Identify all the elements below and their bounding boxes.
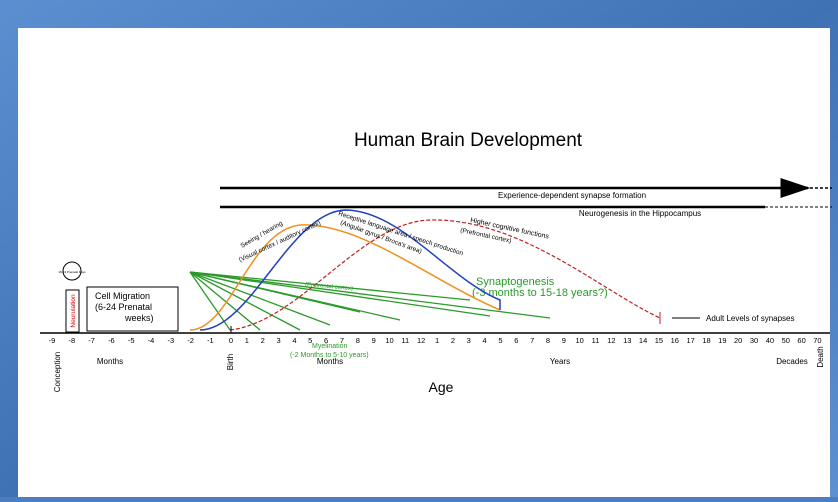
myelination-label: Myelination — [312, 343, 348, 350]
neurulation-box — [65, 289, 80, 333]
days-label: 18-24 Prenatal Days — [58, 270, 86, 274]
tick-label: 2 — [451, 336, 455, 345]
tick-label: -3 — [167, 336, 174, 345]
axis-label: Age — [429, 379, 454, 395]
tick-label: -2 — [187, 336, 194, 345]
tick-label: 10 — [385, 336, 393, 345]
seeing-curve — [189, 224, 501, 331]
tick-label: -7 — [88, 336, 95, 345]
tick-label: 20 — [734, 336, 742, 345]
experience-label: Experience-dependent synapse formation — [498, 191, 646, 200]
decades-label: Decades — [776, 357, 808, 366]
tick-label: 10 — [576, 336, 584, 345]
tick-label: 9 — [562, 336, 566, 345]
birth-label: Birth — [226, 354, 235, 370]
death-label: Death — [816, 346, 825, 367]
tick-label: 4 — [483, 336, 487, 345]
myelination-range: (-2 Months to 5-10 years) — [290, 352, 369, 359]
cognitive-curve — [229, 219, 661, 331]
days-circle — [62, 261, 82, 281]
tick-label: 70 — [813, 336, 821, 345]
tick-label: 30 — [750, 336, 758, 345]
tick-label: 5 — [308, 336, 312, 345]
cell-migration-box — [86, 286, 179, 332]
tick-label: -5 — [128, 336, 135, 345]
tick-label: 18 — [702, 336, 710, 345]
tick-label: 3 — [467, 336, 471, 345]
tick-label: 14 — [639, 336, 647, 345]
panel — [18, 28, 830, 497]
tick-label: 11 — [592, 336, 600, 345]
tick-label: 17 — [686, 336, 694, 345]
neurogenesis-label: Neurogenesis in the Hippocampus — [579, 209, 701, 218]
synaptogenesis-range: (-3 months to 15-18 years?) — [472, 287, 608, 299]
title: Human Brain Development — [354, 130, 583, 151]
synaptogenesis-label: Synaptogenesis — [476, 276, 555, 288]
tick-label: 40 — [766, 336, 774, 345]
tick-label: 50 — [782, 336, 790, 345]
conception-label: Conception — [53, 352, 62, 392]
tick-label: 12 — [417, 336, 425, 345]
tick-label: 7 — [340, 336, 344, 345]
tick-label: 6 — [514, 336, 518, 345]
cell-migration-label: weeks) — [124, 313, 154, 323]
tick-label: 13 — [623, 336, 631, 345]
adult-label: Adult Levels of synapses — [706, 314, 795, 323]
tick-label: 2 — [261, 336, 265, 345]
months-label: Months — [317, 357, 343, 366]
cell-migration-label: Cell Migration — [95, 291, 150, 301]
tick-label: 8 — [546, 336, 550, 345]
tick-label: 8 — [356, 336, 360, 345]
tick-label: 11 — [401, 336, 409, 345]
tick-label: -9 — [49, 336, 56, 345]
tick-label: 16 — [671, 336, 679, 345]
tick-label: 1 — [245, 336, 249, 345]
tick-label: 1 — [435, 336, 439, 345]
tick-label: -8 — [68, 336, 75, 345]
axis-ticks: -9 -8 -7 -6 -5 -4 -3 -2 -1 0 1 2 3 4 5 6 7 8 9 10 11 12 1 2 3 4 5 6… — [49, 336, 822, 345]
language-curve — [199, 209, 501, 331]
tick-label: 60 — [797, 336, 805, 345]
prefrontal-label: (Prefrontal cortex) — [305, 282, 353, 292]
tick-label: 4 — [292, 336, 296, 345]
tick-label: 6 — [324, 336, 328, 345]
months-label: Months — [97, 357, 123, 366]
years-label: Years — [550, 357, 570, 366]
tick-label: 15 — [655, 336, 663, 345]
tick-label: 3 — [276, 336, 280, 345]
tick-label: -1 — [207, 336, 214, 345]
tick-label: 5 — [498, 336, 502, 345]
tick-label: 19 — [718, 336, 726, 345]
tick-label: 12 — [607, 336, 615, 345]
tick-label: -6 — [108, 336, 115, 345]
neurulation-label: Neurulation — [70, 294, 77, 328]
tick-label: 9 — [372, 336, 376, 345]
tick-label: 0 — [229, 336, 233, 345]
cell-migration-label: (6-24 Prenatal — [95, 302, 152, 312]
tick-label: -4 — [148, 336, 155, 345]
tick-label: 7 — [530, 336, 534, 345]
